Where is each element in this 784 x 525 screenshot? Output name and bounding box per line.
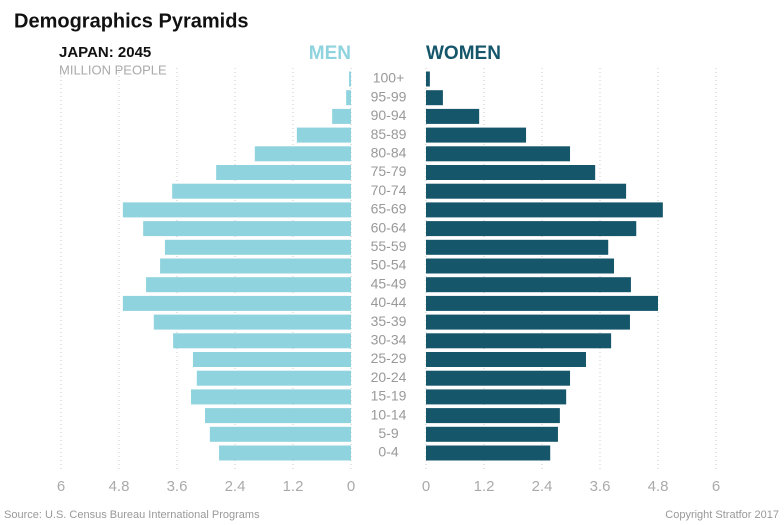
category-label: 90-94	[371, 107, 407, 123]
bar	[426, 71, 430, 87]
unit-label: MILLION PEOPLE	[59, 62, 167, 77]
bar	[219, 445, 351, 461]
chart-subtitle: JAPAN: 2045	[59, 44, 151, 61]
category-label: 55-59	[371, 238, 407, 254]
bar	[332, 108, 351, 124]
x-tick-label: 3.6	[167, 478, 188, 495]
bar	[426, 445, 551, 461]
copyright: Copyright Stratfor 2017	[665, 509, 779, 521]
bar	[426, 146, 571, 162]
x-tick-label: 2.4	[532, 478, 553, 495]
bar	[153, 314, 351, 330]
category-label: 95-99	[371, 88, 407, 104]
category-label: 50-54	[371, 257, 407, 273]
x-tick-label: 1.2	[474, 478, 495, 495]
x-tick-label: 4.8	[109, 478, 130, 495]
bar	[192, 352, 351, 367]
bar	[426, 127, 527, 143]
bar	[346, 90, 351, 106]
bar	[196, 370, 351, 386]
bar	[426, 333, 612, 349]
legend-label: MEN	[309, 43, 351, 64]
bar	[205, 408, 351, 424]
category-label: 5-9	[378, 425, 398, 441]
category-label: 10-14	[371, 406, 407, 422]
bar	[254, 146, 351, 162]
bar	[191, 389, 351, 405]
chart-title: Demographics Pyramids	[14, 10, 249, 32]
bar	[349, 71, 351, 87]
bar	[426, 258, 615, 274]
bar	[426, 314, 630, 330]
x-tick-label: 0	[347, 478, 355, 495]
bar	[426, 408, 560, 424]
bar	[296, 127, 351, 143]
category-label: 40-44	[371, 294, 407, 310]
source: Source: U.S. Census Bureau International…	[4, 509, 260, 521]
bar	[173, 333, 351, 349]
bar	[146, 277, 351, 293]
bar	[426, 352, 586, 367]
category-label: 20-24	[371, 369, 407, 385]
category-label: 45-49	[371, 275, 407, 291]
bar	[122, 202, 351, 218]
bar	[426, 277, 631, 293]
bar	[426, 426, 558, 442]
category-label: 80-84	[371, 145, 407, 161]
bar	[122, 295, 351, 311]
bar	[426, 183, 627, 199]
x-tick-label: 6	[57, 478, 65, 495]
category-label: 60-64	[371, 219, 407, 235]
x-tick-label: 3.6	[590, 478, 611, 495]
x-tick-label: 1.2	[283, 478, 304, 495]
category-label: 100+	[373, 70, 405, 86]
bar	[426, 90, 443, 106]
bar	[164, 239, 351, 255]
category-label: 15-19	[371, 388, 407, 404]
category-label: 85-89	[371, 126, 407, 142]
x-tick-label: 4.8	[648, 478, 669, 495]
bar	[216, 165, 351, 180]
x-tick-label: 2.4	[225, 478, 246, 495]
bar	[143, 221, 351, 237]
category-label: 70-74	[371, 182, 407, 198]
category-label: 0-4	[378, 444, 398, 460]
category-label: 65-69	[371, 201, 407, 217]
bar	[426, 389, 567, 405]
category-label: 35-39	[371, 313, 407, 329]
bar	[172, 183, 351, 199]
x-tick-label: 0	[422, 478, 430, 495]
legend-label: WOMEN	[426, 43, 501, 64]
bar	[426, 221, 637, 237]
bar	[426, 295, 658, 311]
bar	[426, 370, 571, 386]
bar	[426, 165, 596, 180]
category-label: 30-34	[371, 332, 407, 348]
bar	[160, 258, 351, 274]
bar	[209, 426, 351, 442]
category-label: 25-29	[371, 350, 407, 366]
bar	[426, 202, 663, 218]
bar	[426, 239, 609, 255]
category-label: 75-79	[371, 163, 407, 179]
bar	[426, 108, 480, 124]
x-tick-label: 6	[712, 478, 720, 495]
